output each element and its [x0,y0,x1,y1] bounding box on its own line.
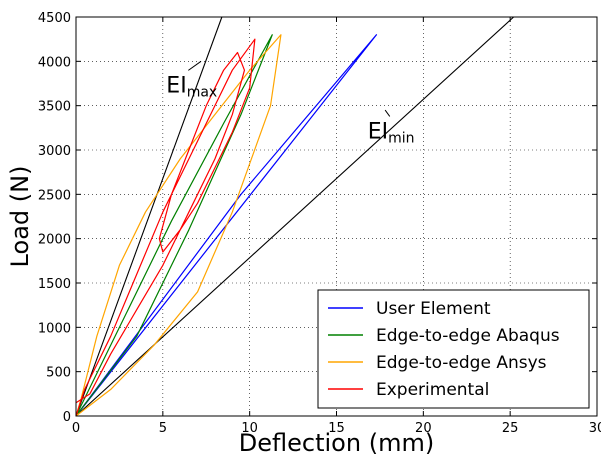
annotation-main: EI [166,73,186,98]
annotation-label-min: EImin [368,119,415,146]
y-tick-label: 3000 [38,144,71,159]
annotation-sub: min [388,130,414,146]
y-tick-label: 3500 [38,100,71,115]
legend-label-edge-to-edge-ansys: Edge-to-edge Ansys [376,353,547,373]
reference-line [75,16,223,417]
legend-label-user-element: User Element [376,299,491,319]
annotation-label-max: EImax [166,73,217,100]
x-tick-label: 30 [589,421,601,436]
annotation-leader-line [384,109,391,117]
y-tick-label: 1000 [38,321,71,336]
legend: User Element Edge-to-edge Abaqus Edge-to-e… [317,289,590,409]
y-tick-label: 500 [46,366,71,381]
y-tick-label: 2000 [38,233,71,248]
x-tick-label: 10 [241,421,258,436]
y-tick-label: 1500 [38,277,71,292]
legend-box [317,289,590,409]
series-line-edge-to-edge-ansys [75,34,282,417]
reference-lines [75,16,515,417]
annotation-main: EI [368,119,388,144]
x-tick-label: 25 [502,421,519,436]
series-layer [75,34,378,417]
annotation-sub: max [187,84,218,100]
axis-ticks: 0 5 10 15 20 25 30 0 500 1000 1500 2000 2500 3000 3500… [38,11,601,436]
annotation-leader-line [188,60,202,71]
series-line-edge-to-edge-abaqus [75,34,273,417]
y-tick-label: 0 [63,410,71,425]
x-tick-label: 0 [72,421,80,436]
y-axis-label: Load (N) [6,166,34,268]
x-tick-label: 15 [328,421,345,436]
y-tick-label: 4000 [38,55,71,70]
legend-label-experimental: Experimental [376,380,489,400]
series-line-experimental [75,38,256,417]
x-axis-label: Deflection (mm) [239,429,434,457]
x-tick-label: 5 [159,421,167,436]
x-tick-label: 20 [415,421,432,436]
y-tick-label: 4500 [38,11,71,26]
legend-label-edge-to-edge-abaqus: Edge-to-edge Abaqus [376,326,560,346]
reference-line [75,16,515,417]
y-tick-label: 2500 [38,188,71,203]
